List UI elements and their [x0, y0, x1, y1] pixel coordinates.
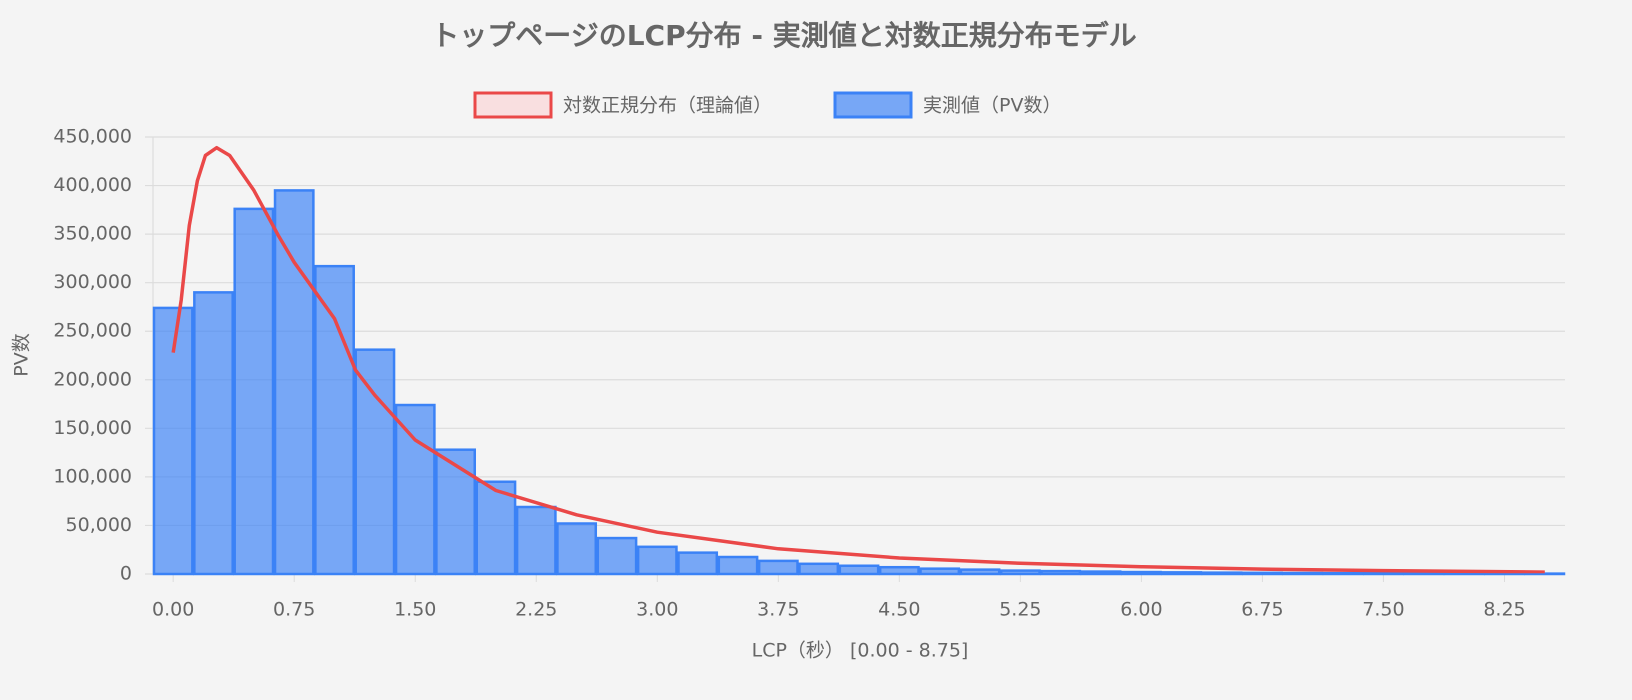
- bar: [394, 403, 436, 576]
- legend-label: 実測値（PV数）: [923, 95, 1061, 117]
- x-tick-label: 8.25: [1483, 599, 1525, 621]
- legend-label: 対数正規分布（理論値）: [563, 95, 772, 117]
- legend-swatch: [473, 91, 553, 119]
- x-tick-label: 6.75: [1241, 599, 1283, 621]
- x-tick-label: 0.00: [152, 599, 194, 621]
- y-tick-label: 100,000: [53, 465, 132, 487]
- bar: [757, 559, 799, 576]
- y-tick-label: 350,000: [53, 223, 132, 245]
- x-tick-label: 2.25: [515, 599, 557, 621]
- y-tick-label: 300,000: [53, 271, 132, 293]
- x-tick-label: 7.50: [1362, 599, 1404, 621]
- bar: [515, 505, 557, 576]
- y-axis-title: PV数: [11, 333, 33, 376]
- chart-title: トップページのLCP分布 - 実測値と対数正規分布モデル: [431, 19, 1136, 52]
- bar: [717, 555, 759, 576]
- bar: [314, 264, 355, 576]
- bar: [475, 480, 517, 576]
- bar: [273, 189, 315, 576]
- bar: [919, 567, 961, 576]
- bar: [233, 207, 275, 576]
- bar: [556, 522, 598, 576]
- bar: [354, 348, 396, 576]
- x-tick-label: 3.00: [636, 599, 678, 621]
- x-tick-label: 4.50: [878, 599, 920, 621]
- x-tick-label: 3.75: [757, 599, 799, 621]
- bar: [193, 291, 234, 576]
- y-tick-label: 0: [120, 563, 132, 585]
- y-tick-label: 450,000: [53, 126, 132, 148]
- bar: [878, 565, 920, 576]
- bar: [798, 562, 840, 576]
- x-axis-title: LCP（秒） [0.00 - 8.75]: [752, 640, 969, 662]
- y-tick-label: 250,000: [53, 320, 132, 342]
- x-tick-label: 5.25: [999, 599, 1041, 621]
- legend-swatch: [833, 91, 913, 119]
- x-tick-label: 6.00: [1120, 599, 1162, 621]
- x-tick-label: 1.50: [394, 599, 436, 621]
- y-tick-label: 200,000: [53, 368, 132, 390]
- bar: [636, 545, 678, 576]
- bar: [838, 564, 880, 576]
- y-tick-label: 150,000: [53, 417, 132, 439]
- y-tick-label: 400,000: [53, 174, 132, 196]
- bar: [596, 536, 638, 576]
- bar: [677, 551, 719, 576]
- line: [171, 145, 1545, 574]
- x-tick-label: 0.75: [273, 599, 315, 621]
- bar: [435, 448, 476, 576]
- y-tick-label: 50,000: [66, 514, 132, 536]
